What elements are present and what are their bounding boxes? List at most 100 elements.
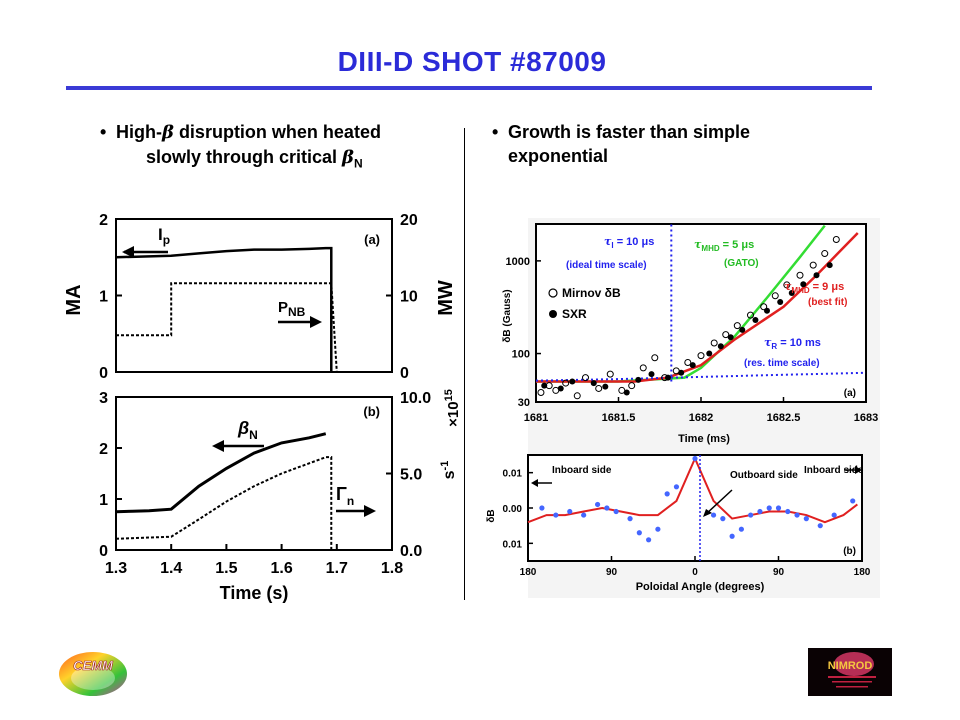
tau-res-annotation: τR = 10 ms (res. time scale): [744, 336, 821, 369]
panel-c-xtick: 1682: [689, 412, 713, 424]
panel-c-sxr-point: [826, 262, 833, 269]
svg-text:CEMM: CEMM: [73, 658, 114, 673]
panel-d-ylabel: δB: [486, 509, 497, 522]
panel-b-xtick: 1.6: [270, 560, 292, 577]
panel-c-mirnov-point: [595, 384, 603, 392]
column-divider: [464, 128, 465, 600]
panel-c-mirnov-point: [545, 382, 553, 390]
svg-text:(res. time scale): (res. time scale): [744, 358, 820, 369]
nimrod-logo: NIMROD: [808, 648, 892, 696]
outboard-arrow: [704, 489, 733, 516]
panel-c-ylabel: δB (Gauss): [502, 289, 513, 342]
panel-c-mirnov-point: [618, 386, 626, 394]
panel-c-frame: [535, 223, 867, 403]
panel-d-point: [729, 533, 735, 539]
panel-c-mirnov-point: [760, 303, 768, 311]
panel-a-frame: [115, 218, 393, 373]
gamma-n-arrow-head: [364, 505, 376, 517]
pnb-arrow-head: [310, 316, 322, 328]
panel-d-ytick: 0.00: [503, 504, 523, 515]
panel-c-mirnov-point: [639, 364, 647, 372]
panel-d-point: [738, 526, 744, 532]
panel-d-point: [553, 512, 559, 518]
panel-d-xtick: 0: [692, 567, 698, 578]
panel-b-xtick: 1.3: [105, 560, 127, 577]
panel-d-point: [673, 484, 680, 490]
panel-d-xtick: 90: [773, 567, 785, 578]
svg-text:Mirnov δB: Mirnov δB: [562, 286, 621, 300]
panel-d-point: [567, 508, 573, 515]
panel-c-sxr-point: [648, 371, 655, 378]
bullet-dot: •: [492, 122, 499, 142]
outboard-label: Outboard side: [730, 470, 798, 481]
panel-c-series-green: [536, 224, 826, 383]
beta-subscript: N: [353, 156, 363, 171]
panel-c-xlabel: Time (ms): [678, 433, 730, 445]
panel-d-point: [831, 512, 837, 518]
panel-c-mirnov-point: [733, 322, 741, 330]
panel-a-ylabel-left: MA: [63, 284, 85, 315]
panel-d-point: [646, 537, 652, 543]
panel-c-mirnov-point: [573, 392, 581, 400]
tau-ideal-annotation: τI = 10 μs (ideal time scale): [566, 235, 654, 271]
panel-b-ytick-right: 5.0: [400, 467, 422, 484]
title-underline: [66, 86, 872, 90]
pnb-label: PNB: [278, 299, 306, 319]
panel-c-mirnov-point: [628, 382, 636, 390]
inboard-right-arrow-head: [855, 466, 862, 474]
panel-b-frame: [115, 396, 393, 551]
svg-text:τI = 10 μs: τI = 10 μs: [604, 235, 654, 250]
panel-c-sxr-point: [665, 374, 671, 381]
beta-symbol: β: [161, 122, 174, 143]
panel-a-ytick-left: 0: [99, 365, 108, 382]
panel-d-point: [627, 516, 633, 522]
panel-c-ytick: 1000: [506, 256, 530, 268]
panel-a-ylabel-right: MW: [435, 280, 457, 316]
panel-d-point: [655, 526, 661, 532]
panel-b-xtick: 1.8: [381, 560, 403, 577]
panel-d-point: [664, 491, 670, 497]
panel-c-mirnov-point: [710, 339, 718, 347]
panel-c-mirnov-point: [651, 354, 659, 362]
tau-gato-annotation: τMHD = 5 μs (GATO): [694, 238, 759, 269]
panel-c-sxr-point: [777, 298, 784, 305]
panel-c-ytick: 100: [512, 349, 530, 361]
panel-c-mirnov-point: [796, 271, 804, 279]
panel-c-mirnov-point: [672, 367, 680, 375]
svg-text:(ideal time scale): (ideal time scale): [566, 260, 647, 271]
panel-d-xlabel: Poloidal Angle (degrees): [636, 581, 765, 593]
panel-d-point: [850, 498, 856, 504]
panel-c-ytick: 30: [518, 397, 530, 409]
bullet-right-line1: Growth is faster than simple: [508, 122, 751, 142]
panel-c-sxr-point: [557, 385, 564, 392]
inboard-right-label: Inboard side: [804, 465, 864, 476]
inboard-left-arrow-head: [531, 479, 538, 487]
panel-c-mirnov-point: [821, 250, 829, 258]
panel-c-sxr-point: [602, 383, 609, 390]
panel-d-point: [757, 508, 763, 515]
panel-b-exponent: ×1015: [443, 389, 462, 427]
panel-d-point: [794, 512, 800, 518]
panel-b-ylabel-right: s-1: [439, 461, 458, 480]
panel-c-sxr-point: [569, 378, 576, 385]
panel-d-point: [581, 512, 587, 518]
panel-b-ytick-right: 0.0: [400, 543, 422, 560]
panel-d-point: [803, 516, 809, 522]
bullet-dot: •: [100, 122, 107, 142]
panel-c-mirnov-point: [697, 352, 705, 360]
panel-c-mirnov-point: [562, 379, 570, 387]
svg-text:(GATO): (GATO): [724, 258, 759, 269]
panel-c-sxr-point: [678, 369, 685, 376]
panel-c-mirnov-point: [552, 386, 560, 394]
panel-b-series: [115, 456, 333, 550]
panel-c-sxr-point: [635, 376, 642, 383]
panel-c-series-red: [536, 232, 859, 383]
panel-c-mirnov-point: [684, 359, 692, 367]
ip-label: Ip: [158, 225, 170, 247]
panel-c-sxr-point: [813, 272, 820, 279]
panel-c-mirnov-point: [771, 292, 779, 300]
panel-c-series-blue-dotted-res: [535, 371, 867, 382]
panel-d-ytick: 0.01: [503, 469, 523, 480]
